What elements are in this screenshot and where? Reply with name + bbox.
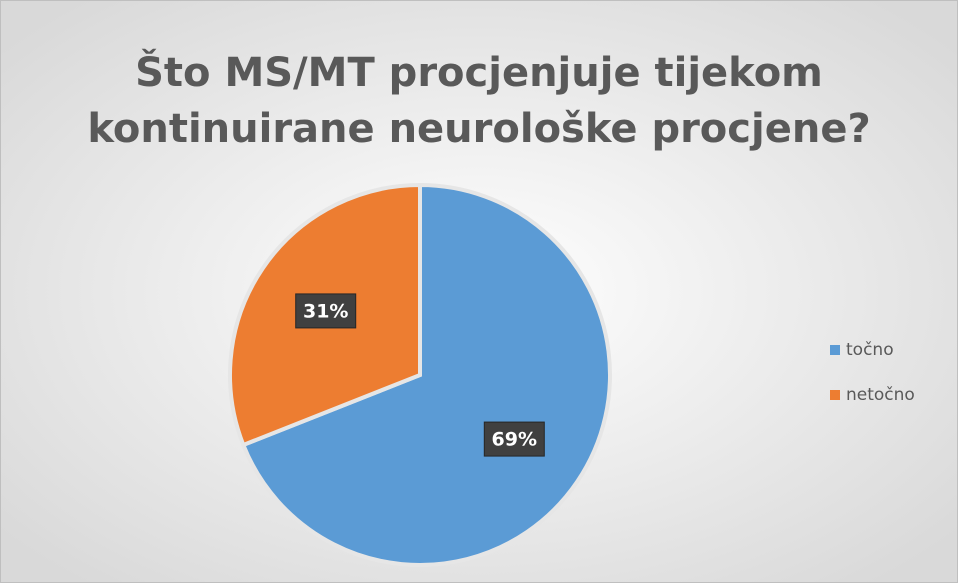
legend-label: točno: [846, 340, 894, 360]
legend-swatch: [830, 345, 840, 355]
chart-title: Što MS/MT procjenjuje tijekom: [135, 48, 823, 96]
chart-title: kontinuirane neurološke procjene?: [87, 106, 870, 152]
data-label-box: [295, 293, 357, 329]
legend-swatch: [830, 390, 840, 400]
data-label: 31%: [303, 300, 348, 322]
data-label: 69%: [492, 429, 537, 451]
legend-label: netočno: [846, 385, 915, 405]
data-label-box: [483, 421, 545, 457]
pie-slice: [240, 182, 612, 567]
